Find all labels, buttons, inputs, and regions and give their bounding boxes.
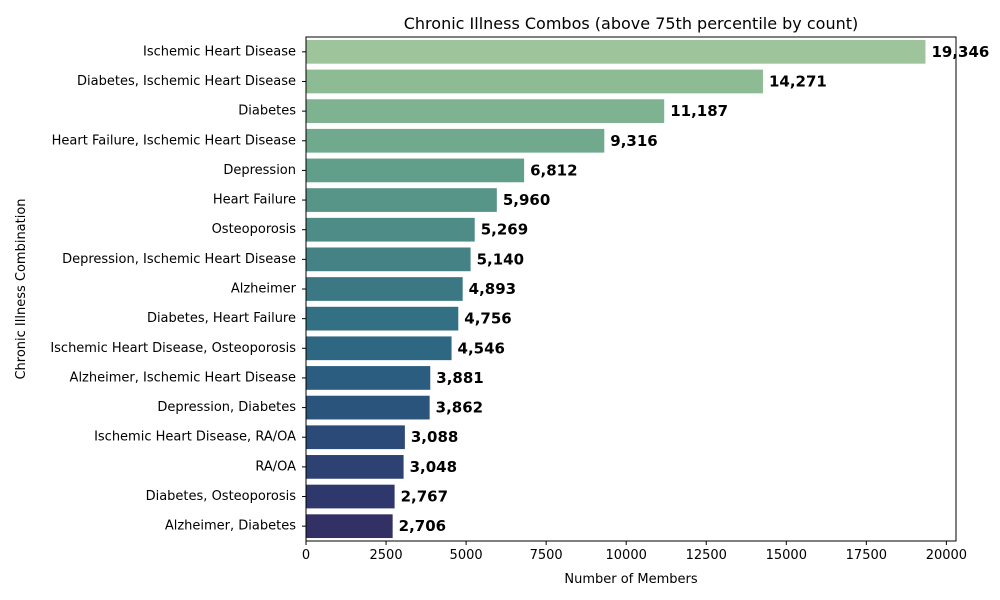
bar-value-label: 3,048 [410, 458, 457, 476]
y-tick-label: Diabetes [238, 104, 296, 119]
bar-value-label: 5,140 [477, 250, 524, 268]
y-tick-label: Diabetes, Ischemic Heart Disease [77, 74, 296, 89]
y-tick-label: Depression, Diabetes [157, 400, 296, 415]
y-tick-label: Ischemic Heart Disease, RA/OA [94, 430, 296, 445]
x-tick-label: 20000 [926, 548, 967, 563]
bar [306, 158, 525, 183]
bar-value-label: 2,706 [399, 517, 446, 535]
x-tick-label: 17500 [846, 548, 887, 563]
bar [306, 277, 463, 301]
x-tick-label: 12500 [686, 548, 727, 563]
bar-value-label: 9,316 [610, 132, 657, 150]
x-tick-label: 5000 [450, 548, 483, 563]
y-tick-label: Diabetes, Osteoporosis [146, 489, 297, 504]
bar [306, 425, 405, 450]
x-axis-label: Number of Members [564, 572, 697, 587]
y-tick-label: Alzheimer, Diabetes [165, 519, 296, 534]
y-tick-label: Depression [223, 163, 296, 178]
chart-title: Chronic Illness Combos (above 75th perce… [404, 14, 859, 33]
y-tick-label: Depression, Ischemic Heart Disease [62, 252, 296, 267]
y-axis-label: Chronic Illness Combination [14, 198, 29, 379]
bar-value-label: 3,088 [411, 428, 458, 446]
bar-value-label: 3,881 [436, 369, 483, 387]
y-tick-label: Heart Failure, Ischemic Heart Disease [52, 133, 296, 148]
bar-value-label: 3,862 [436, 399, 483, 417]
bars-group [306, 39, 926, 539]
y-tick-label: Ischemic Heart Disease [143, 44, 296, 59]
bar-value-label: 4,756 [464, 310, 511, 328]
bar [306, 484, 395, 509]
x-tick-label: 2500 [370, 548, 403, 563]
x-axis-ticks: 0 2500 5000 7500 10000 12500 15000 17500 20000 [302, 541, 967, 563]
bar [306, 514, 393, 539]
x-tick-label: 15000 [766, 548, 807, 563]
bar [306, 366, 431, 390]
y-tick-label: Osteoporosis [212, 222, 297, 237]
bar-value-label: 4,546 [458, 339, 505, 357]
y-tick-label: Alzheimer [231, 282, 297, 297]
bar-value-label: 11,187 [670, 102, 728, 120]
bar [306, 217, 475, 242]
bar-value-label: 6,812 [530, 161, 577, 179]
value-labels-group: 19,346 14,271 11,187 9,316 6,812 5,960 5,269 5,… [399, 43, 990, 535]
bar [306, 395, 430, 420]
bar [306, 39, 926, 64]
bar [306, 128, 605, 153]
bar-value-label: 4,893 [469, 280, 516, 298]
y-tick-label: RA/OA [255, 459, 296, 474]
bar [306, 336, 452, 361]
y-tick-label: Ischemic Heart Disease, Osteoporosis [50, 341, 296, 356]
plot-frame [305, 36, 957, 542]
y-tick-label: Diabetes, Heart Failure [147, 311, 296, 326]
y-tick-label: Alzheimer, Ischemic Heart Disease [70, 370, 296, 385]
bar-value-label: 2,767 [401, 488, 448, 506]
bar [306, 455, 404, 479]
bar [306, 306, 459, 331]
x-tick-label: 10000 [606, 548, 647, 563]
y-axis-ticks: Ischemic Heart Disease Diabetes, Ischemic… [50, 44, 306, 534]
x-tick-label: 7500 [530, 548, 563, 563]
bar [306, 69, 763, 94]
bar [306, 188, 497, 212]
x-tick-label: 0 [302, 548, 310, 563]
bar-value-label: 19,346 [931, 43, 989, 61]
bar-value-label: 14,271 [769, 72, 827, 90]
bar [306, 247, 471, 272]
bar-value-label: 5,269 [481, 221, 528, 239]
y-tick-label: Heart Failure [213, 193, 296, 208]
bar [306, 99, 665, 123]
bar-value-label: 5,960 [503, 191, 550, 209]
